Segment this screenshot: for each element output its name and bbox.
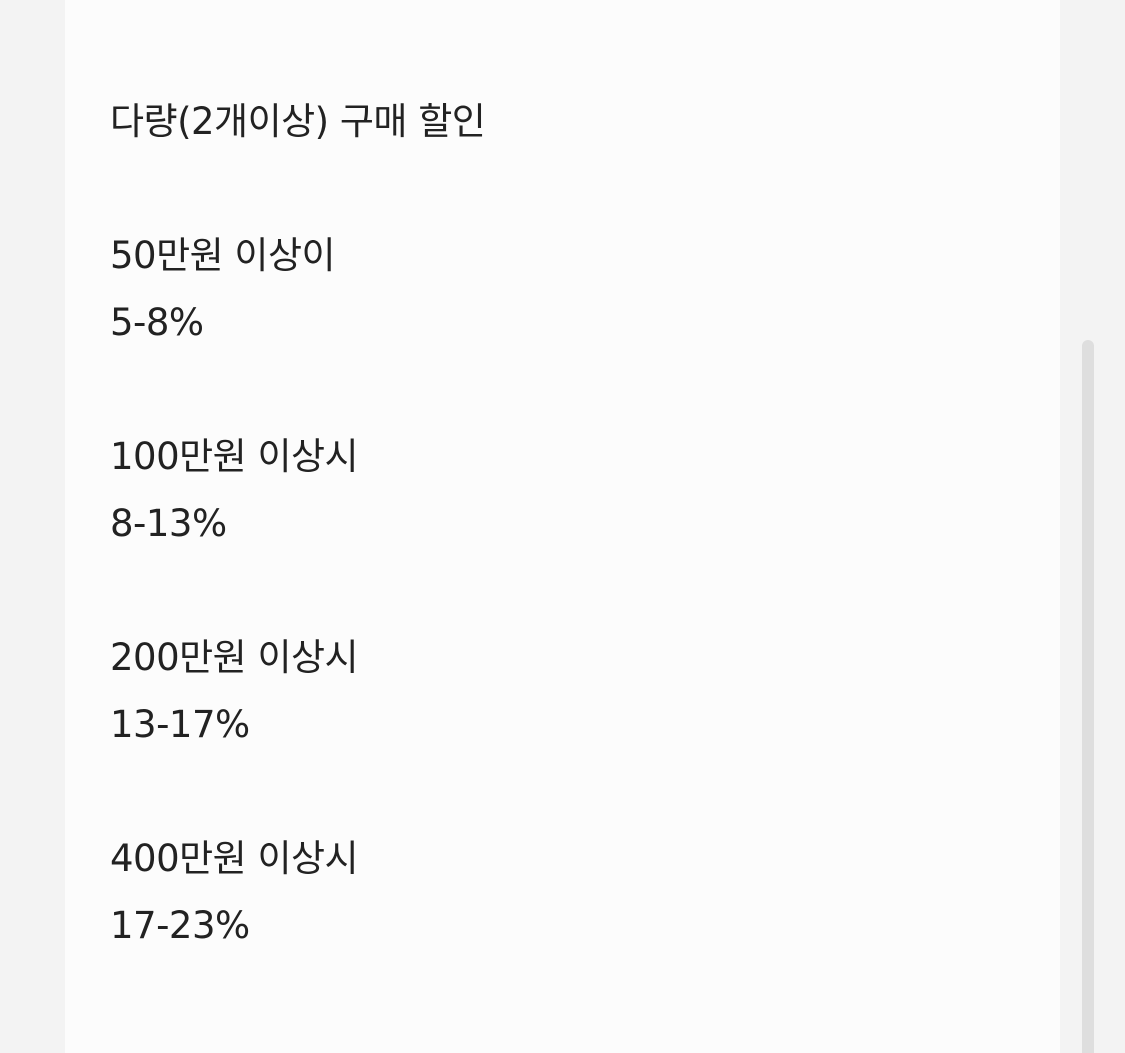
discount-tier: 50만원 이상이 5-8%	[110, 222, 485, 356]
tier-discount: 17-23%	[110, 904, 250, 947]
tier-threshold: 50만원 이상이	[110, 234, 336, 277]
tier-threshold: 100만원 이상시	[110, 435, 359, 478]
scrollbar[interactable]	[1082, 340, 1094, 1053]
post-body: 다량(2개이상) 구매 할인 50만원 이상이 5-8% 100만원 이상시 8…	[110, 88, 486, 959]
discount-tier: 100만원 이상시 8-13%	[110, 423, 485, 557]
tier-discount: 8-13%	[110, 502, 227, 545]
tier-discount: 5-8%	[110, 301, 204, 344]
discount-tier: 400만원 이상시 17-23%	[110, 825, 485, 959]
discount-tier: 200만원 이상시 13-17%	[110, 624, 485, 758]
tier-threshold: 200만원 이상시	[110, 636, 359, 679]
post-title: 다량(2개이상) 구매 할인	[110, 100, 486, 143]
content-card: 다량(2개이상) 구매 할인 50만원 이상이 5-8% 100만원 이상시 8…	[65, 0, 1060, 1053]
tier-threshold: 400만원 이상시	[110, 837, 359, 880]
tier-discount: 13-17%	[110, 703, 250, 746]
